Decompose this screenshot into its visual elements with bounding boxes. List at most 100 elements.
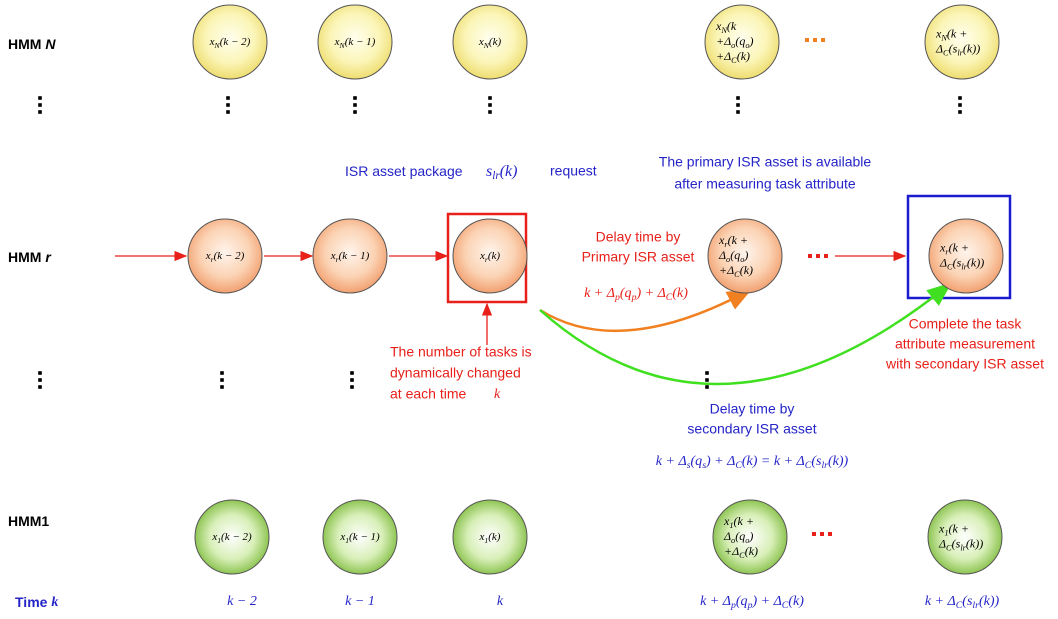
dot — [350, 371, 354, 375]
text-part: k − 2 — [227, 594, 257, 609]
row-label: HMM r — [8, 249, 52, 265]
dot — [220, 371, 224, 375]
text-part: Δ — [939, 255, 947, 269]
node-circle — [312, 218, 388, 294]
text-part: (q — [735, 529, 745, 543]
subscript: p — [747, 600, 753, 611]
text-part: (k) — [788, 594, 804, 609]
dot — [38, 110, 42, 114]
primary-curve — [539, 288, 753, 333]
dot — [353, 96, 357, 100]
text-part: (k)) — [828, 454, 849, 469]
math-text: k + Δs(qs) + ΔC(k) = k + ΔC(slr(k)) — [656, 454, 849, 471]
hmm-node: xr(k − 2) — [187, 218, 263, 294]
subscript: N — [214, 41, 221, 50]
dot — [820, 532, 824, 536]
text-part: (k + — [728, 233, 748, 247]
subscript: s — [687, 460, 691, 471]
request-text: ISR asset package — [345, 163, 463, 179]
text-part: (k − 1) — [345, 36, 376, 48]
node-circle — [322, 499, 398, 575]
text-part: x — [478, 36, 484, 48]
text-part: (q — [735, 34, 745, 48]
subscript: N — [720, 26, 727, 35]
text-part: x — [334, 36, 340, 48]
math-text: xN(k − 2) — [209, 36, 251, 50]
text-part: (k − 2) — [221, 531, 252, 543]
subscript: r — [945, 247, 949, 256]
hmm-node: xN(k +ΔC(slr(k)) — [924, 4, 1000, 80]
text-part: s — [486, 163, 492, 180]
dot — [958, 96, 962, 100]
math-text: ΔC(slr(k)) — [935, 41, 980, 57]
node-circle — [317, 4, 393, 80]
text-part: (s — [953, 255, 962, 269]
text-part: (k − 2) — [220, 36, 251, 48]
dot — [705, 371, 709, 375]
hmm-node: xr(k) — [452, 218, 528, 294]
subscript: lr — [821, 460, 828, 471]
text-part: (k) — [500, 163, 518, 180]
math-text: x1(k + — [723, 514, 754, 530]
text-part: ) + Δ — [705, 454, 735, 469]
node-circle — [192, 4, 268, 80]
node-circle — [452, 499, 528, 575]
subscript: lr — [972, 600, 979, 611]
dot — [226, 96, 230, 100]
math-text: xN(k — [715, 19, 737, 35]
dot — [38, 103, 42, 107]
text-part: (k) — [488, 531, 501, 543]
text-part: (k) — [745, 544, 758, 558]
subscript: C — [805, 460, 812, 471]
math-text: xr(k) — [479, 250, 500, 264]
node-circle — [928, 218, 1004, 294]
text-part: (k)) — [979, 594, 1000, 609]
text-part: request — [550, 163, 597, 179]
dot — [488, 96, 492, 100]
text-part: k + Δ — [584, 286, 615, 301]
text-part: (s — [962, 594, 973, 609]
annotation: The number of tasks is — [390, 344, 532, 360]
dot — [350, 385, 354, 389]
dot — [812, 532, 816, 536]
subscript: o — [731, 536, 735, 545]
subscript: o — [726, 255, 730, 264]
annotation: The primary ISR asset is available — [659, 154, 872, 170]
dot — [350, 378, 354, 382]
text-part: x — [938, 521, 945, 535]
text-part: (k)) — [967, 255, 984, 269]
annotation: with secondary ISR asset — [885, 356, 1044, 372]
math-text: xN(k − 1) — [334, 36, 376, 50]
hmm-node: x1(k) — [452, 499, 528, 575]
row-label-text: HMM — [8, 36, 41, 52]
dot — [816, 254, 820, 258]
text-part: (q — [691, 454, 703, 469]
subscript: N — [483, 41, 490, 50]
dot — [736, 103, 740, 107]
text-part: x — [715, 19, 722, 33]
time-label: Time k — [15, 594, 58, 611]
math-text: xr(k + — [939, 240, 969, 256]
dot — [353, 103, 357, 107]
text-part: (q — [620, 286, 632, 301]
row-label-var: N — [45, 36, 56, 52]
math-text: x1(k − 2) — [211, 531, 252, 545]
math-text: +ΔC(k) — [719, 263, 753, 279]
annotation: secondary ISR asset — [687, 421, 816, 437]
dot — [736, 110, 740, 114]
subscript: C — [782, 600, 789, 611]
text-part: k − 1 — [345, 594, 375, 609]
text-part: (k — [727, 19, 737, 33]
subscript: C — [956, 600, 963, 611]
text-part: Δ — [723, 529, 731, 543]
row-label: HMM1 — [8, 513, 49, 529]
hmm-node: x1(k +Δo(qo)+ΔC(k) — [712, 499, 788, 575]
text-part: +Δ — [716, 49, 731, 63]
subscript: p — [730, 600, 736, 611]
math-text: k − 2 — [227, 594, 257, 609]
subscript: o — [745, 41, 749, 50]
hmm-node: x1(k − 2) — [194, 499, 270, 575]
text-part: (k − 1) — [339, 250, 370, 262]
hmm-node: xN(k+Δo(qo)+ΔC(k) — [704, 4, 780, 80]
dot — [226, 103, 230, 107]
